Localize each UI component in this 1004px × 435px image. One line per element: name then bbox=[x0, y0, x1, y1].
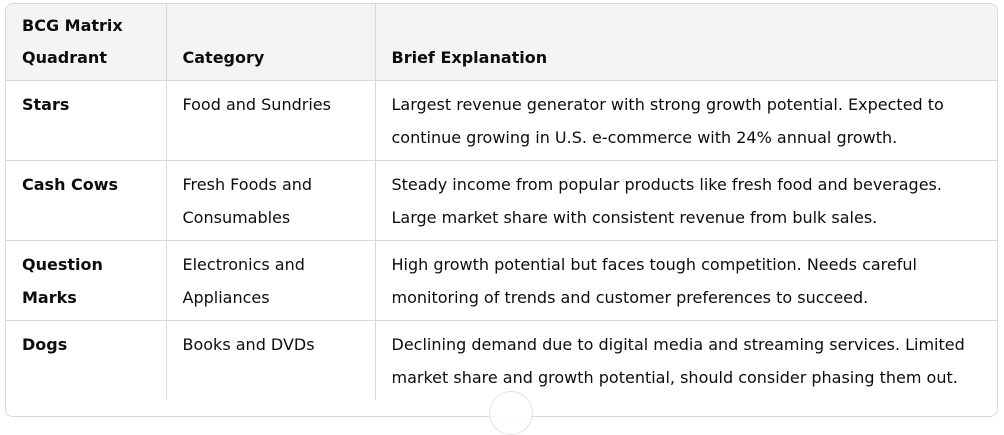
table-body: Stars Food and Sundries Largest revenue … bbox=[6, 80, 997, 400]
table-row: Question Marks Electronics and Appliance… bbox=[6, 240, 997, 321]
table-header: BCG Matrix Quadrant Category Brief Expla… bbox=[6, 4, 997, 81]
table-row: Cash Cows Fresh Foods and Consumables St… bbox=[6, 160, 997, 241]
scroll-down-button[interactable] bbox=[489, 391, 533, 435]
column-header-explanation: Brief Explanation bbox=[375, 4, 997, 81]
explanation-cell: Declining demand due to digital media an… bbox=[391, 335, 965, 387]
category-cell: Food and Sundries bbox=[166, 80, 376, 161]
bcg-matrix-table-container: BCG Matrix Quadrant Category Brief Expla… bbox=[5, 3, 998, 417]
quadrant-cell: Stars bbox=[6, 80, 167, 161]
column-header-quadrant: BCG Matrix Quadrant bbox=[6, 4, 167, 81]
quadrant-cell: Cash Cows bbox=[6, 160, 167, 241]
quadrant-cell: Dogs bbox=[6, 320, 167, 400]
table-header-row: BCG Matrix Quadrant Category Brief Expla… bbox=[6, 4, 997, 81]
category-cell: Electronics and Appliances bbox=[166, 240, 376, 321]
table-row: Dogs Books and DVDs Declining demand due… bbox=[6, 320, 997, 400]
explanation-cell: Largest revenue generator with strong gr… bbox=[375, 80, 997, 161]
quadrant-cell: Question Marks bbox=[6, 240, 167, 321]
column-header-category: Category bbox=[166, 4, 376, 81]
table-row: Stars Food and Sundries Largest revenue … bbox=[6, 80, 997, 161]
category-cell: Fresh Foods and Consumables bbox=[166, 160, 376, 241]
explanation-cell: High growth potential but faces tough co… bbox=[375, 240, 997, 321]
category-cell: Books and DVDs bbox=[166, 320, 376, 400]
explanation-cell: Steady income from popular products like… bbox=[375, 160, 997, 241]
bcg-matrix-table: BCG Matrix Quadrant Category Brief Expla… bbox=[6, 4, 997, 400]
